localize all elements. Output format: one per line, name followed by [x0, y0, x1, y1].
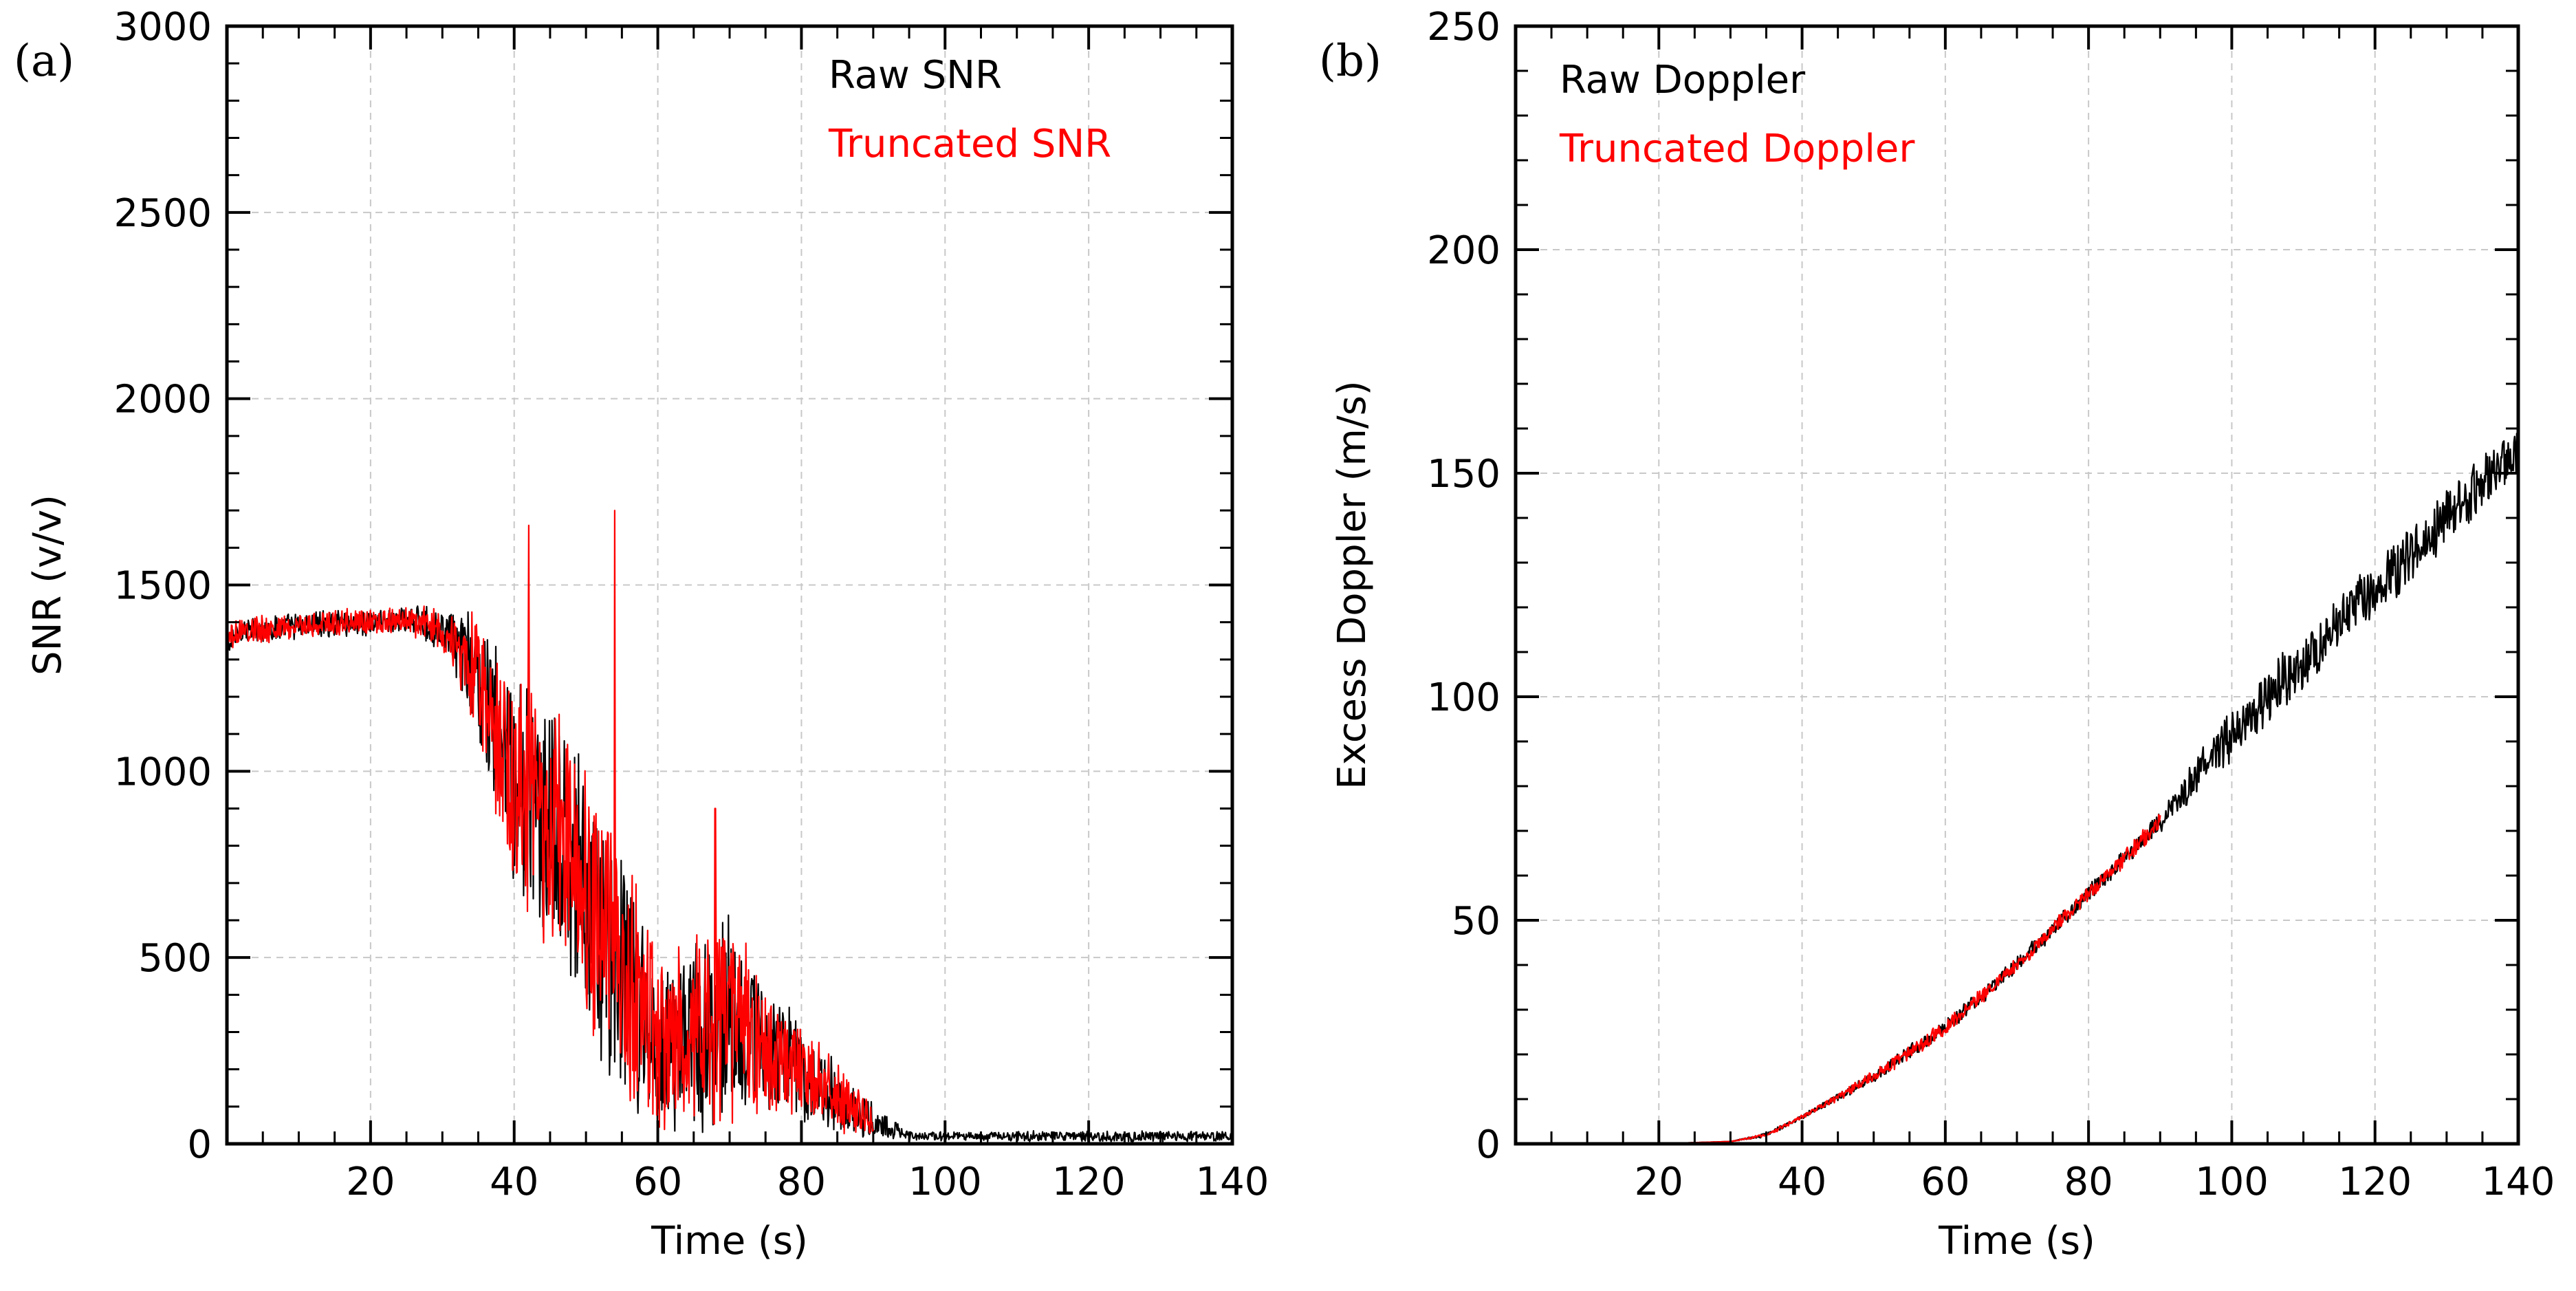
- y-tick-label: 50: [1452, 899, 1500, 944]
- y-tick-label: 0: [1476, 1122, 1500, 1167]
- x-tick-label: 20: [346, 1160, 395, 1204]
- y-tick-label: 150: [1427, 452, 1500, 497]
- y-tick-label: 250: [1427, 5, 1500, 50]
- y-tick-label: 1500: [113, 564, 212, 609]
- x-tick-label: 80: [2064, 1160, 2113, 1204]
- y-tick-label: 500: [138, 936, 212, 981]
- panel-a-snr-chart: 20 40 60 80 100 120 140 0 500 1000 1500 2000 2500 300…: [14, 5, 1269, 1263]
- series-line-truncated-doppler: [1516, 814, 2161, 1144]
- panel-label: (a): [14, 36, 74, 87]
- x-axis-title: Time (s): [651, 1219, 808, 1263]
- x-axis-title: Time (s): [1938, 1219, 2095, 1263]
- series-line-truncated-snr: [227, 510, 874, 1135]
- y-tick-label: 200: [1427, 228, 1500, 273]
- x-tick-label: 120: [2338, 1160, 2412, 1204]
- legend-entry: Truncated SNR: [828, 122, 1111, 166]
- y-axis-title: SNR (v/v): [25, 495, 70, 675]
- x-tick-label: 140: [2482, 1160, 2555, 1204]
- series-line-raw-doppler: [1516, 426, 2518, 1144]
- legend-entry: Raw SNR: [829, 53, 1002, 98]
- y-tick-label: 2000: [113, 378, 212, 422]
- x-tick-label: 100: [2195, 1160, 2269, 1204]
- panel-label: (b): [1319, 36, 1382, 87]
- y-tick-label: 100: [1427, 675, 1500, 720]
- x-tick-label: 60: [1921, 1160, 1969, 1204]
- y-tick-label: 2500: [113, 191, 212, 236]
- x-tick-label: 100: [908, 1160, 982, 1204]
- x-tick-label: 80: [777, 1160, 826, 1204]
- x-tick-label: 140: [1196, 1160, 1269, 1204]
- series-line-raw-snr: [227, 605, 1232, 1143]
- x-tick-label: 40: [1778, 1160, 1826, 1204]
- x-tick-label: 120: [1052, 1160, 1126, 1204]
- panel-b-doppler-chart: 20 40 60 80 100 120 140 0 50 100 150 200 250 Time (s)…: [1319, 5, 2555, 1263]
- legend-entry: Raw Doppler: [1560, 58, 1806, 102]
- y-tick-label: 3000: [113, 5, 212, 50]
- x-tick-label: 40: [490, 1160, 538, 1204]
- y-tick-label: 1000: [113, 750, 212, 794]
- y-axis-title: Excess Doppler (m/s): [1330, 380, 1375, 790]
- x-tick-label: 60: [633, 1160, 682, 1204]
- x-tick-label: 20: [1635, 1160, 1683, 1204]
- y-tick-label: 0: [187, 1122, 212, 1167]
- legend-entry: Truncated Doppler: [1559, 127, 1915, 171]
